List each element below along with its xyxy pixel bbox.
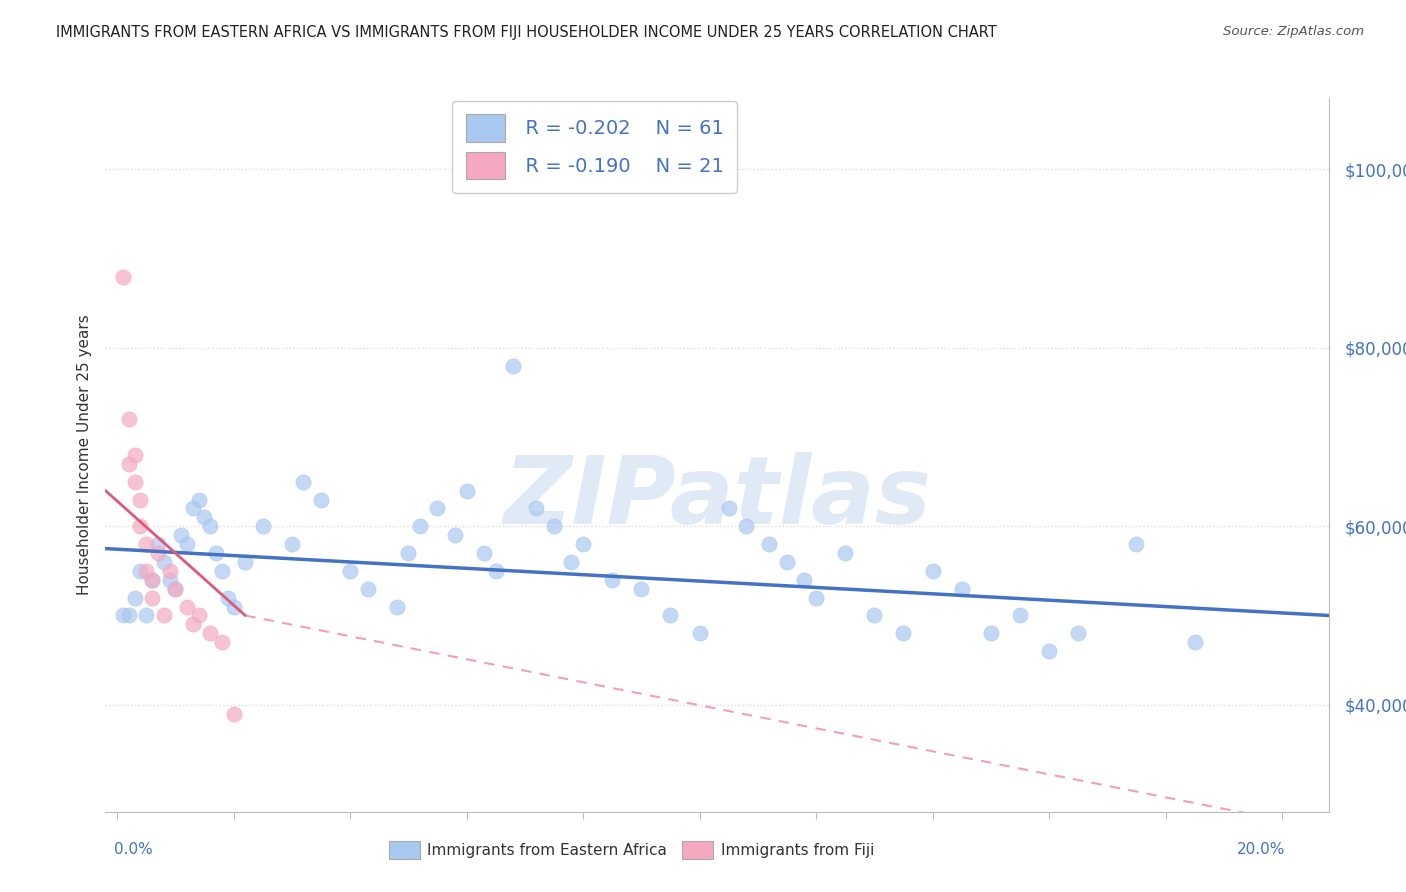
Point [600,573,623,587]
Legend: Immigrants from Eastern Africa, Immigrants from Fiji: Immigrants from Eastern Africa, Immigran… [382,835,880,864]
Text: IMMIGRANTS FROM EASTERN AFRICA VS IMMIGRANTS FROM FIJI HOUSEHOLDER INCOME UNDER : IMMIGRANTS FROM EASTERN AFRICA VS IMMIGR… [56,25,997,40]
Point [572,537,595,551]
Point [339,564,361,578]
Point [560,555,582,569]
Point [124,475,146,489]
Point [472,546,495,560]
Point [233,555,256,569]
Point [118,412,141,426]
Point [1184,635,1206,649]
Point [200,519,222,533]
Point [309,492,332,507]
Point [135,537,157,551]
Point [187,608,209,623]
Point [409,519,432,533]
Point [222,706,245,721]
Point [165,582,187,596]
Point [758,537,780,551]
Point [804,591,827,605]
Point [205,546,228,560]
Point [502,359,524,373]
Point [980,626,1002,640]
Point [124,591,146,605]
Point [222,599,245,614]
Point [181,617,204,632]
Point [252,519,274,533]
Point [181,501,204,516]
Point [165,582,187,596]
Point [281,537,304,551]
Text: ZIPatlas: ZIPatlas [503,451,931,544]
Point [141,573,163,587]
Point [124,448,146,462]
Point [159,564,181,578]
Point [735,519,758,533]
Text: 20.0%: 20.0% [1236,842,1285,857]
Point [152,608,174,623]
Point [1008,608,1031,623]
Point [187,492,209,507]
Point [193,510,215,524]
Point [176,599,198,614]
Point [129,492,152,507]
Point [689,626,711,640]
Point [863,608,886,623]
Point [111,608,134,623]
Point [135,564,157,578]
Point [129,519,152,533]
Point [141,573,163,587]
Point [426,501,449,516]
Point [211,635,233,649]
Point [1125,537,1147,551]
Point [146,546,169,560]
Point [526,501,548,516]
Point [135,608,157,623]
Point [141,591,163,605]
Point [170,528,193,542]
Point [893,626,915,640]
Point [456,483,478,498]
Point [176,537,198,551]
Point [776,555,799,569]
Point [200,626,222,640]
Point [292,475,315,489]
Point [396,546,419,560]
Point [111,269,134,284]
Point [118,457,141,471]
Point [950,582,973,596]
Point [385,599,408,614]
Point [485,564,508,578]
Point [793,573,815,587]
Point [921,564,943,578]
Point [118,608,141,623]
Point [129,564,152,578]
Point [217,591,239,605]
Point [146,537,169,551]
Point [630,582,652,596]
Point [1038,644,1060,658]
Point [356,582,378,596]
Point [717,501,740,516]
Point [444,528,467,542]
Point [834,546,856,560]
Point [659,608,682,623]
Text: 0.0%: 0.0% [114,842,153,857]
Point [159,573,181,587]
Point [1067,626,1090,640]
Point [543,519,565,533]
Point [211,564,233,578]
Text: Source: ZipAtlas.com: Source: ZipAtlas.com [1223,25,1364,38]
Y-axis label: Householder Income Under 25 years: Householder Income Under 25 years [76,315,91,595]
Point [152,555,174,569]
